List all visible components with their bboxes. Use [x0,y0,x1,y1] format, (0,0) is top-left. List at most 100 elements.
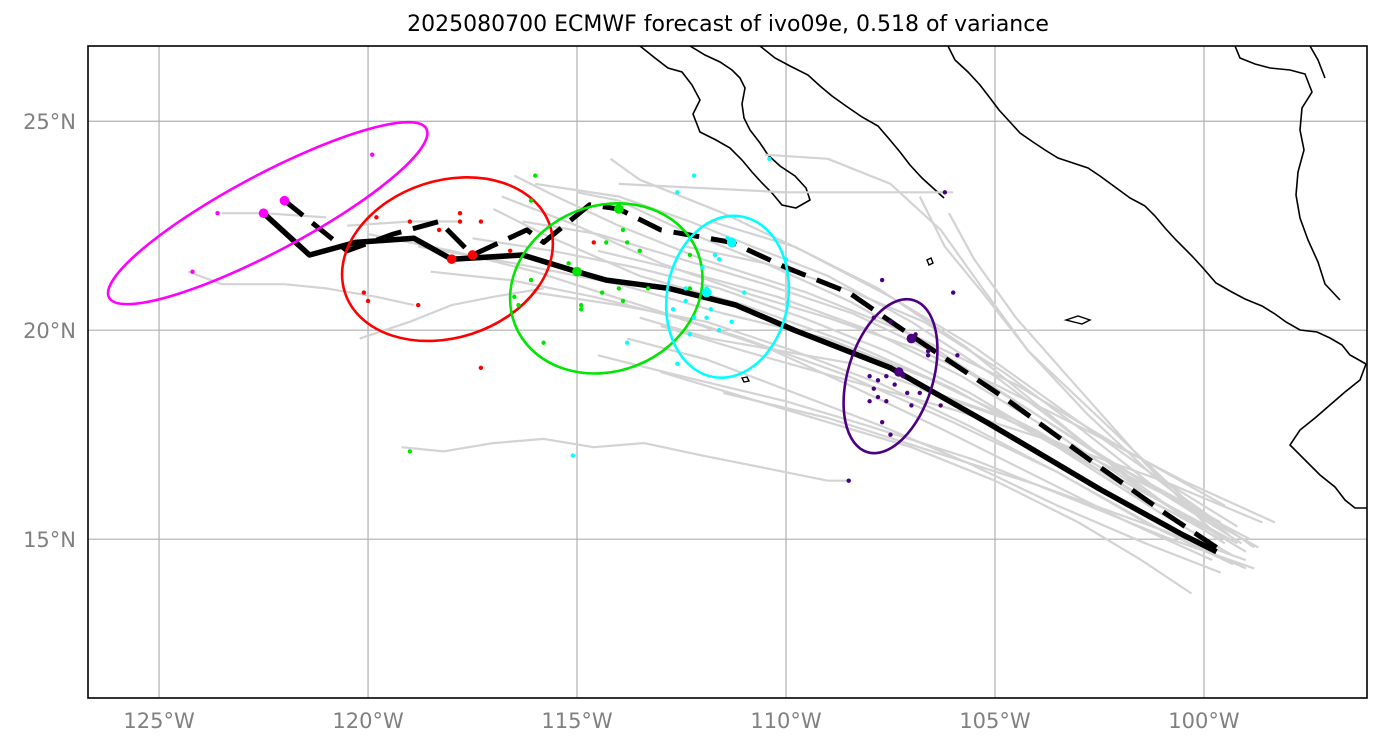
member-position-point [938,403,943,408]
member-position-point [516,302,521,308]
member-position-point [599,290,605,295]
member-position-point [867,373,872,379]
mean-position-point [572,266,582,277]
ensemble-track [765,153,1255,549]
member-position-point [879,277,885,283]
mean-position-point [726,237,737,248]
member-position-point [716,328,722,333]
mean-solid-track [261,211,1218,555]
member-position-point [541,340,546,345]
member-position-point [875,378,881,383]
member-position-point [415,302,421,308]
y-tick-label: 25°N [23,110,76,134]
mexico-mainland-coast [947,46,1367,365]
member-position-point [716,256,722,262]
member-position-point [687,252,693,258]
ensemble-track [430,270,1213,562]
track-points [190,152,960,483]
member-position-point [620,298,626,304]
ensemble-track [513,174,1226,507]
member-position-point [700,265,705,270]
coastline [639,46,1367,509]
mean-position-point [279,195,290,206]
grid-lines [88,46,1367,698]
member-position-point [687,286,693,291]
member-position-point [879,419,885,425]
member-position-point [528,277,534,283]
member-position-point [951,290,956,295]
member-position-point [888,319,893,325]
member-position-point [570,453,576,458]
member-position-point [478,219,484,224]
member-position-point [955,353,960,358]
uncertainty-ellipse [664,214,791,380]
member-position-point [871,386,876,391]
member-position-point [675,190,680,195]
member-position-point [637,248,642,253]
member-position-point [365,298,371,304]
x-tick-label: 105°W [959,709,1031,733]
member-position-point [374,215,379,220]
islas-marias [1063,315,1092,325]
member-position-point [925,348,931,354]
ensemble-track [367,233,1247,570]
mean-position-point [614,204,624,214]
member-position-point [457,219,463,224]
ensemble-track [221,212,327,219]
ensemble-track [639,316,1209,528]
member-position-point [683,286,688,291]
ensemble-track [187,270,415,307]
member-position-point [867,399,872,404]
member-position-point [871,315,876,320]
member-position-point [624,340,630,345]
mean-tracks [261,198,1218,555]
plot-frame [87,45,1368,699]
member-position-point [591,240,596,245]
member-position-point [620,227,626,233]
mainland-gulf-coast [759,46,945,199]
ensemble-track [685,245,1243,545]
member-position-point [457,210,463,216]
uncertainty-ellipses [106,120,939,455]
member-position-point [846,478,851,483]
member-position-point [566,261,571,266]
member-position-point [616,286,622,291]
member-position-point [675,361,680,366]
ensemble-track [626,337,1222,574]
ensemble-track [576,191,1259,549]
ensemble-tracks [187,153,1276,595]
member-position-point [361,290,367,295]
uncertainty-ellipse [508,202,704,375]
member-position-point [905,390,910,396]
ensemble-track [401,437,849,482]
baja-peninsula-coast [639,46,811,209]
x-tick-label: 125°W [123,709,195,733]
axis-tick-labels: 125°W 120°W 115°W 110°W 105°W 100°W 25°N 20°N 15… [23,110,1240,733]
ensemble-track [948,212,1214,532]
member-position-point [917,390,922,396]
uncertainty-ellipse [842,297,939,455]
member-position-point [370,152,375,157]
x-tick-label: 110°W [750,709,822,733]
member-position-point [407,219,413,224]
yucatan-coast [1309,46,1326,79]
member-position-point [533,173,538,178]
mean-position-point [701,287,712,298]
x-tick-label: 120°W [332,709,404,733]
member-position-point [942,190,948,195]
mean-position-point [906,333,917,344]
member-position-point [528,198,534,203]
member-position-point [875,394,881,400]
member-position-point [708,307,713,312]
member-position-point [190,269,195,274]
member-position-point [925,353,931,358]
chart-title: 2025080700 ECMWF forecast of ivo09e, 0.5… [407,12,1049,37]
member-position-point [892,382,897,387]
revillagigedo-island [740,376,751,383]
member-position-point [704,315,709,320]
member-position-point [729,319,734,325]
ensemble-track [535,291,1234,566]
member-position-point [670,307,676,312]
mean-position-point [258,208,269,218]
member-position-point [512,294,517,299]
